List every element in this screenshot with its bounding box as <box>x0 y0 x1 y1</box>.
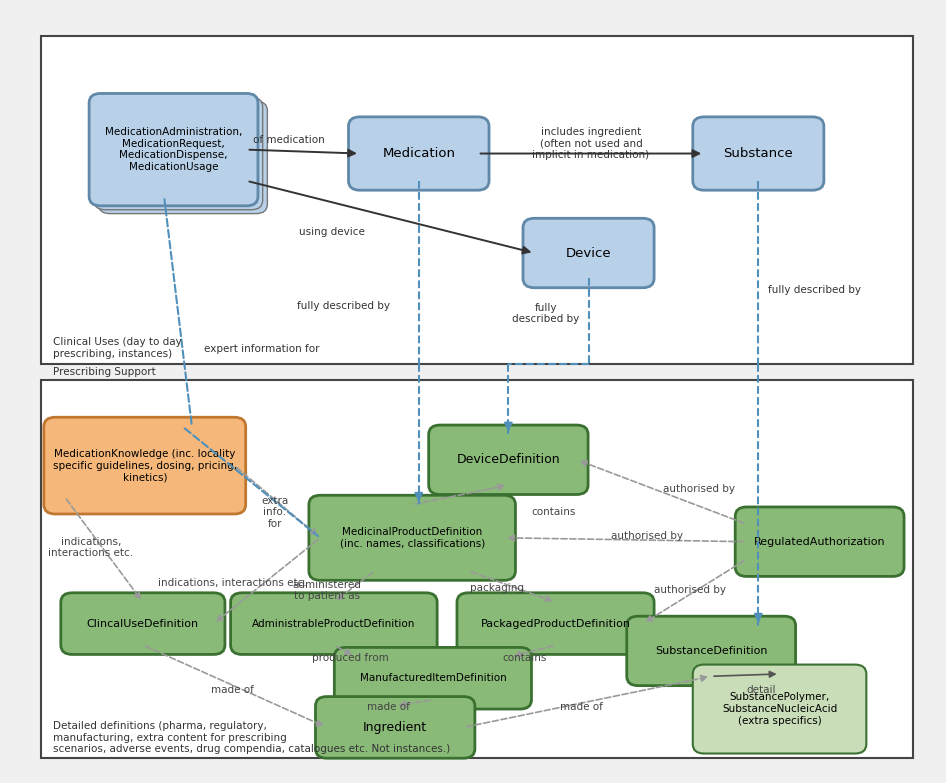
Text: MedicinalProductDefinition
(inc. names, classifications): MedicinalProductDefinition (inc. names, … <box>340 527 484 549</box>
FancyBboxPatch shape <box>457 593 654 655</box>
Text: Detailed definitions (pharma, regulatory,
manufacturing, extra content for presc: Detailed definitions (pharma, regulatory… <box>53 721 450 754</box>
Text: Medication: Medication <box>382 147 455 160</box>
Text: produced from: produced from <box>312 653 389 663</box>
Text: Ingredient: Ingredient <box>363 721 428 734</box>
FancyBboxPatch shape <box>627 616 796 686</box>
Text: ManufacturedItemDefinition: ManufacturedItemDefinition <box>359 673 506 684</box>
Text: made of: made of <box>211 684 254 695</box>
Text: PackagedProductDefinition: PackagedProductDefinition <box>481 619 631 629</box>
Text: of medication: of medication <box>254 135 324 146</box>
FancyBboxPatch shape <box>735 507 904 576</box>
FancyBboxPatch shape <box>89 93 258 206</box>
FancyBboxPatch shape <box>692 665 867 753</box>
Text: Prescribing Support: Prescribing Support <box>53 367 156 377</box>
Text: expert information for: expert information for <box>204 344 320 354</box>
Text: fully described by: fully described by <box>768 285 862 295</box>
Text: SubstanceDefinition: SubstanceDefinition <box>655 646 767 656</box>
Text: administered
to patient as: administered to patient as <box>292 579 361 601</box>
FancyBboxPatch shape <box>231 593 437 655</box>
Text: Clinical Uses (day to day
prescribing, instances): Clinical Uses (day to day prescribing, i… <box>53 337 182 359</box>
Text: authorised by: authorised by <box>654 586 726 595</box>
FancyBboxPatch shape <box>61 593 225 655</box>
FancyBboxPatch shape <box>348 117 489 190</box>
Text: authorised by: authorised by <box>663 484 735 494</box>
Text: AdministrableProductDefinition: AdministrableProductDefinition <box>253 619 415 629</box>
FancyBboxPatch shape <box>692 117 824 190</box>
FancyBboxPatch shape <box>98 101 268 214</box>
Text: includes ingredient
(often not used and
implicit in medication): includes ingredient (often not used and … <box>533 127 650 160</box>
FancyBboxPatch shape <box>44 417 246 514</box>
Text: fully described by: fully described by <box>297 301 390 311</box>
FancyBboxPatch shape <box>334 648 532 709</box>
Text: RegulatedAuthorization: RegulatedAuthorization <box>754 536 885 547</box>
FancyBboxPatch shape <box>41 380 914 758</box>
Text: using device: using device <box>299 226 364 236</box>
Text: MedicationAdministration,
MedicationRequest,
MedicationDispense,
MedicationUsage: MedicationAdministration, MedicationRequ… <box>105 127 242 172</box>
FancyBboxPatch shape <box>315 697 475 758</box>
Text: fully
described by: fully described by <box>513 303 580 324</box>
Text: detail: detail <box>746 684 776 695</box>
Text: made of: made of <box>560 702 603 712</box>
Text: Substance: Substance <box>724 147 793 160</box>
Text: contains: contains <box>502 653 547 663</box>
Text: contains: contains <box>531 507 575 518</box>
FancyBboxPatch shape <box>429 425 588 495</box>
FancyBboxPatch shape <box>41 37 914 364</box>
Text: SubstancePolymer,
SubstanceNucleicAcid
(extra specifics): SubstancePolymer, SubstanceNucleicAcid (… <box>722 692 837 726</box>
Text: MedicationKnowledge (inc. locality
specific guidelines, dosing, pricing,
kinetic: MedicationKnowledge (inc. locality speci… <box>53 449 236 482</box>
Text: indications, interactions etc.: indications, interactions etc. <box>158 578 307 588</box>
FancyBboxPatch shape <box>523 218 654 287</box>
FancyBboxPatch shape <box>94 97 263 210</box>
Text: authorised by: authorised by <box>611 531 684 541</box>
Text: extra
info.
for: extra info. for <box>261 496 289 529</box>
Text: indications,
interactions etc.: indications, interactions etc. <box>48 536 133 558</box>
Text: DeviceDefinition: DeviceDefinition <box>457 453 560 466</box>
Text: made of: made of <box>367 702 410 712</box>
FancyBboxPatch shape <box>309 496 516 580</box>
Text: ClincalUseDefinition: ClincalUseDefinition <box>87 619 199 629</box>
Text: packaging: packaging <box>469 583 523 593</box>
Text: Device: Device <box>566 247 611 259</box>
